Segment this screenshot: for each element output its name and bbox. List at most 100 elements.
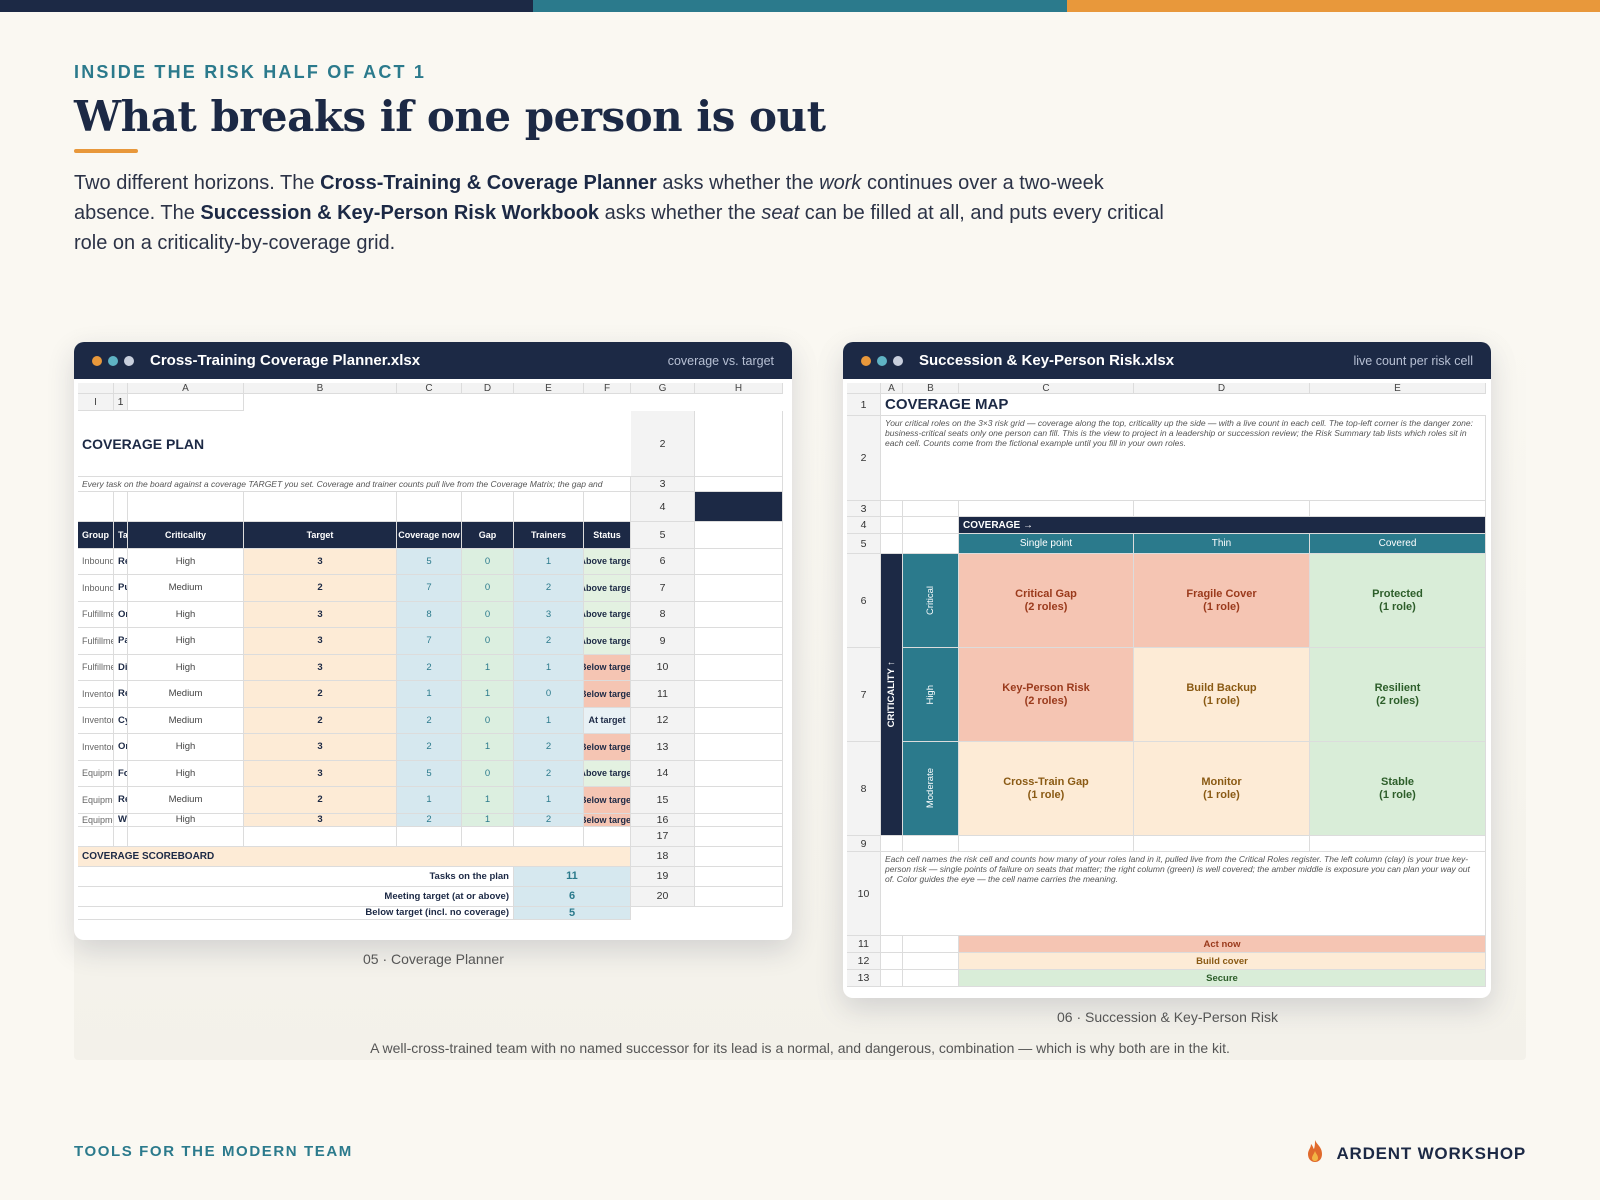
- row-header[interactable]: 3: [847, 501, 881, 517]
- window-dot-orange[interactable]: [92, 355, 102, 366]
- group-cell[interactable]: Fulfillment: [78, 628, 114, 655]
- status-cell[interactable]: Above target: [584, 760, 631, 787]
- group-cell[interactable]: Equipment & Safety: [78, 760, 114, 787]
- target-cell[interactable]: 3: [244, 813, 397, 827]
- row-header[interactable]: 9: [631, 628, 695, 655]
- row-header[interactable]: 18: [631, 846, 695, 867]
- window-dot-teal[interactable]: [108, 355, 118, 366]
- col-header[interactable]: G: [631, 383, 695, 394]
- row-header[interactable]: 6: [847, 554, 881, 648]
- col-header[interactable]: D: [462, 383, 514, 394]
- criticality-cell[interactable]: Medium: [128, 707, 244, 734]
- coverage-cell[interactable]: 1: [397, 681, 462, 708]
- col-header[interactable]: H: [695, 383, 783, 394]
- gap-cell[interactable]: 1: [462, 681, 514, 708]
- criticality-cell[interactable]: High: [128, 654, 244, 681]
- trainers-cell[interactable]: 2: [514, 760, 584, 787]
- criticality-cell[interactable]: High: [128, 813, 244, 827]
- risk-cell[interactable]: Protected (1 role): [1310, 554, 1486, 648]
- criticality-cell[interactable]: High: [128, 734, 244, 761]
- task-cell[interactable]: WMS / Inbound System Entry: [114, 813, 128, 827]
- status-cell[interactable]: Below target: [584, 787, 631, 814]
- row-header[interactable]: 15: [631, 787, 695, 814]
- gap-cell[interactable]: 0: [462, 548, 514, 575]
- trainers-cell[interactable]: 2: [514, 628, 584, 655]
- row-header[interactable]: 2: [631, 411, 695, 477]
- risk-cell[interactable]: Critical Gap (2 roles): [959, 554, 1134, 648]
- row-header[interactable]: 1: [114, 394, 128, 411]
- row-header[interactable]: 19: [631, 866, 695, 887]
- target-cell[interactable]: 2: [244, 707, 397, 734]
- group-cell[interactable]: Inventory & Quality: [78, 707, 114, 734]
- row-header[interactable]: 5: [631, 522, 695, 549]
- col-header[interactable]: F: [584, 383, 631, 394]
- col-header[interactable]: A: [128, 383, 244, 394]
- task-cell[interactable]: Forklift / MHE Operation: [114, 760, 128, 787]
- group-cell[interactable]: Inbound: [78, 548, 114, 575]
- col-header[interactable]: E: [1310, 383, 1486, 394]
- gap-cell[interactable]: 0: [462, 760, 514, 787]
- row-header[interactable]: 7: [847, 648, 881, 742]
- scoreboard-value[interactable]: 11: [514, 866, 631, 887]
- coverage-cell[interactable]: 5: [397, 548, 462, 575]
- row-header[interactable]: 14: [631, 760, 695, 787]
- trainers-cell[interactable]: 2: [514, 575, 584, 602]
- risk-cell[interactable]: Key-Person Risk (2 roles): [959, 648, 1134, 742]
- group-cell[interactable]: Equipment & Safety: [78, 787, 114, 814]
- criticality-cell[interactable]: Medium: [128, 681, 244, 708]
- coverage-cell[interactable]: 7: [397, 628, 462, 655]
- group-cell[interactable]: Equipment & Safety: [78, 813, 114, 827]
- task-cell[interactable]: Returns Processing: [114, 681, 128, 708]
- row-header[interactable]: 7: [631, 575, 695, 602]
- criticality-cell[interactable]: High: [128, 601, 244, 628]
- trainers-cell[interactable]: 1: [514, 787, 584, 814]
- scoreboard-value[interactable]: 5: [514, 906, 631, 920]
- row-header[interactable]: 1: [847, 394, 881, 416]
- gap-cell[interactable]: 1: [462, 734, 514, 761]
- risk-cell[interactable]: Stable (1 role): [1310, 742, 1486, 836]
- row-header[interactable]: 17: [631, 826, 695, 847]
- target-cell[interactable]: 2: [244, 575, 397, 602]
- status-cell[interactable]: Above target: [584, 601, 631, 628]
- risk-cell[interactable]: Cross-Train Gap (1 role): [959, 742, 1134, 836]
- window-dot-gray[interactable]: [893, 355, 903, 366]
- status-cell[interactable]: Above target: [584, 548, 631, 575]
- risk-cell[interactable]: Monitor (1 role): [1134, 742, 1310, 836]
- row-header[interactable]: 16: [631, 813, 695, 827]
- col-header[interactable]: E: [514, 383, 584, 394]
- group-cell[interactable]: Fulfillment: [78, 654, 114, 681]
- target-cell[interactable]: 3: [244, 548, 397, 575]
- window-dot-teal[interactable]: [877, 355, 887, 366]
- gap-cell[interactable]: 0: [462, 628, 514, 655]
- row-header[interactable]: 8: [631, 601, 695, 628]
- col-header[interactable]: B: [903, 383, 959, 394]
- coverage-cell[interactable]: 5: [397, 760, 462, 787]
- criticality-cell[interactable]: Medium: [128, 787, 244, 814]
- risk-cell[interactable]: Resilient (2 roles): [1310, 648, 1486, 742]
- group-cell[interactable]: Inbound: [78, 575, 114, 602]
- status-cell[interactable]: Above target: [584, 575, 631, 602]
- task-cell[interactable]: Order Picking: [114, 601, 128, 628]
- row-header[interactable]: 13: [631, 734, 695, 761]
- row-header[interactable]: 9: [847, 836, 881, 852]
- row-header[interactable]: 10: [631, 654, 695, 681]
- target-cell[interactable]: 3: [244, 601, 397, 628]
- col-header[interactable]: C: [397, 383, 462, 394]
- target-cell[interactable]: 2: [244, 681, 397, 708]
- task-cell[interactable]: Dispatch & Load Planning: [114, 654, 128, 681]
- target-cell[interactable]: 3: [244, 654, 397, 681]
- gap-cell[interactable]: 1: [462, 787, 514, 814]
- row-header[interactable]: 13: [847, 970, 881, 987]
- task-cell[interactable]: Reach Truck Operation: [114, 787, 128, 814]
- trainers-cell[interactable]: 1: [514, 654, 584, 681]
- criticality-cell[interactable]: High: [128, 628, 244, 655]
- trainers-cell[interactable]: 2: [514, 734, 584, 761]
- target-cell[interactable]: 3: [244, 734, 397, 761]
- status-cell[interactable]: Below target: [584, 813, 631, 827]
- target-cell[interactable]: 2: [244, 787, 397, 814]
- row-header[interactable]: 6: [631, 548, 695, 575]
- col-header[interactable]: A: [881, 383, 903, 394]
- row-header[interactable]: 12: [631, 707, 695, 734]
- gap-cell[interactable]: 1: [462, 813, 514, 827]
- trainers-cell[interactable]: 0: [514, 681, 584, 708]
